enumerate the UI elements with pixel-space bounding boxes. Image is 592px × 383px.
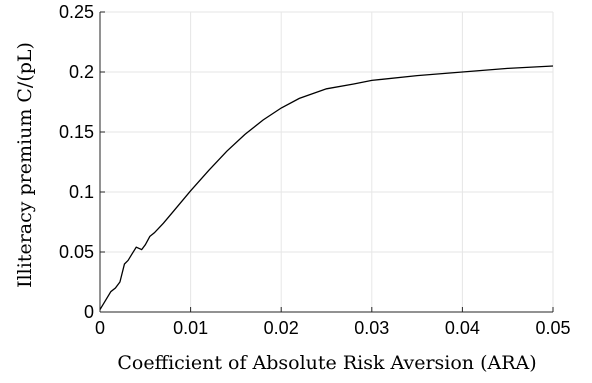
x-tick-label: 0.03 xyxy=(354,318,389,338)
x-tick-label: 0.02 xyxy=(264,318,299,338)
x-tick-label: 0.04 xyxy=(445,318,480,338)
y-tick-label: 0 xyxy=(84,302,94,322)
x-tick-label: 0.05 xyxy=(535,318,570,338)
y-tick-label: 0.15 xyxy=(59,122,94,142)
y-tick-label: 0.05 xyxy=(59,242,94,262)
grid xyxy=(99,11,554,313)
x-axis-label: Coefficient of Absolute Risk Aversion (A… xyxy=(117,352,536,374)
y-tick-label: 0.1 xyxy=(69,182,94,202)
y-axis-label: Illiteracy premium C/(pL) xyxy=(14,42,36,288)
ticks: 0 0.01 0.02 0.03 0.04 0.05 0 0.05 0.1 0.15 0.2 0.25 xyxy=(59,2,571,338)
x-tick-label: 0.01 xyxy=(173,318,208,338)
axes xyxy=(99,12,553,313)
y-tick-label: 0.2 xyxy=(69,62,94,82)
y-tick-label: 0.25 xyxy=(59,2,94,22)
plot-area xyxy=(99,65,554,310)
x-tick-label: 0 xyxy=(95,318,105,338)
series-line xyxy=(99,65,554,310)
